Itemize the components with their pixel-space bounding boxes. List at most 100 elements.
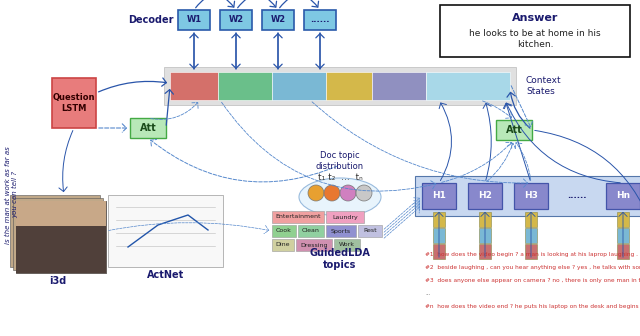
Bar xyxy=(262,10,294,30)
Bar xyxy=(164,67,516,105)
FancyArrowPatch shape xyxy=(515,143,531,180)
Text: W1: W1 xyxy=(186,15,202,25)
Text: Rest: Rest xyxy=(363,228,377,234)
FancyArrowPatch shape xyxy=(439,103,452,181)
Bar xyxy=(10,195,100,267)
Text: #3  does anyone else appear on camera ? no , there is only one man in the video : #3 does anyone else appear on camera ? n… xyxy=(425,278,640,283)
Bar xyxy=(178,10,210,30)
FancyArrowPatch shape xyxy=(232,34,240,69)
FancyArrowPatch shape xyxy=(435,212,443,257)
Bar xyxy=(272,239,294,251)
Bar xyxy=(617,244,629,259)
Text: H1: H1 xyxy=(432,192,446,201)
Text: Cook: Cook xyxy=(276,228,292,234)
Text: Context
States: Context States xyxy=(526,76,562,96)
Text: ......: ...... xyxy=(310,15,330,25)
Bar xyxy=(272,211,324,223)
Text: Att: Att xyxy=(506,125,522,135)
Text: is the man at work as far as
you can tell ?: is the man at work as far as you can tel… xyxy=(5,146,19,244)
Bar xyxy=(372,72,426,100)
FancyArrowPatch shape xyxy=(150,139,337,182)
Bar xyxy=(220,10,252,30)
Bar xyxy=(479,244,491,259)
Text: H3: H3 xyxy=(524,192,538,201)
Circle shape xyxy=(340,185,356,201)
Text: i3d: i3d xyxy=(49,276,67,286)
FancyArrowPatch shape xyxy=(527,212,535,257)
Bar xyxy=(617,212,629,227)
Bar xyxy=(334,239,360,251)
Text: Decoder: Decoder xyxy=(129,15,174,25)
Bar xyxy=(440,5,630,57)
FancyArrowPatch shape xyxy=(384,201,420,232)
Text: #1  how does the video begin ? a man is looking at his laprop laughing .: #1 how does the video begin ? a man is l… xyxy=(425,252,638,257)
Bar xyxy=(415,176,640,216)
Text: Dressing: Dressing xyxy=(300,243,328,248)
Circle shape xyxy=(324,185,340,201)
Text: #2  beside laughing , can you hear anything else ? yes , he talks with someone o: #2 beside laughing , can you hear anythi… xyxy=(425,265,640,270)
Bar xyxy=(606,183,640,209)
FancyArrowPatch shape xyxy=(190,33,198,68)
Text: W2: W2 xyxy=(228,15,244,25)
Bar xyxy=(433,212,445,227)
FancyArrowPatch shape xyxy=(109,223,269,234)
Bar xyxy=(514,183,548,209)
Bar xyxy=(16,201,106,226)
Bar xyxy=(433,244,445,259)
Bar xyxy=(326,211,364,223)
Circle shape xyxy=(356,185,372,201)
FancyArrowPatch shape xyxy=(384,198,420,229)
Bar xyxy=(525,244,537,259)
FancyArrowPatch shape xyxy=(507,92,530,128)
Bar xyxy=(218,72,272,100)
Bar xyxy=(358,225,382,237)
Text: he looks to be at home in his
kitchen.: he looks to be at home in his kitchen. xyxy=(469,29,601,49)
Bar xyxy=(272,225,296,237)
Bar xyxy=(170,72,218,100)
FancyArrowPatch shape xyxy=(481,212,489,257)
Text: Dine: Dine xyxy=(276,243,291,248)
Bar xyxy=(16,226,106,273)
Bar xyxy=(296,239,332,251)
Bar xyxy=(298,225,324,237)
Text: Entertainment: Entertainment xyxy=(275,214,321,219)
Text: Laundry: Laundry xyxy=(332,214,358,219)
Bar xyxy=(525,228,537,243)
Bar xyxy=(130,118,166,138)
FancyArrowPatch shape xyxy=(99,78,166,92)
FancyArrowPatch shape xyxy=(190,34,198,69)
Text: Doc topic
distribution: Doc topic distribution xyxy=(316,151,364,171)
FancyArrowPatch shape xyxy=(483,101,511,118)
Bar xyxy=(272,72,326,100)
Bar xyxy=(525,212,537,227)
FancyArrowPatch shape xyxy=(504,103,620,183)
FancyArrowPatch shape xyxy=(312,102,527,187)
Text: ActNet: ActNet xyxy=(147,270,184,280)
FancyArrowPatch shape xyxy=(232,33,240,68)
Bar xyxy=(16,201,106,273)
FancyArrowPatch shape xyxy=(274,34,282,69)
FancyArrowPatch shape xyxy=(442,142,512,182)
Text: Work: Work xyxy=(339,243,355,248)
FancyArrowPatch shape xyxy=(99,124,127,132)
FancyArrowPatch shape xyxy=(535,130,640,224)
FancyArrowPatch shape xyxy=(503,103,530,180)
Text: Question
LSTM: Question LSTM xyxy=(52,93,95,113)
FancyArrowPatch shape xyxy=(316,33,324,68)
FancyArrowPatch shape xyxy=(384,207,420,238)
Text: ...: ... xyxy=(425,291,431,296)
FancyArrowPatch shape xyxy=(483,103,492,180)
Text: #n  how does the video end ? he puts his laptop on the desk and begins sweeping : #n how does the video end ? he puts his … xyxy=(425,304,640,309)
Bar xyxy=(422,183,456,209)
Text: ......: ...... xyxy=(567,192,587,201)
FancyArrowPatch shape xyxy=(619,212,627,257)
Bar xyxy=(479,228,491,243)
FancyArrowPatch shape xyxy=(59,130,73,192)
Circle shape xyxy=(308,185,324,201)
FancyArrowPatch shape xyxy=(274,33,282,68)
Bar xyxy=(326,225,356,237)
Bar xyxy=(468,183,502,209)
Bar xyxy=(433,228,445,243)
Bar xyxy=(479,212,491,227)
Ellipse shape xyxy=(299,178,381,216)
